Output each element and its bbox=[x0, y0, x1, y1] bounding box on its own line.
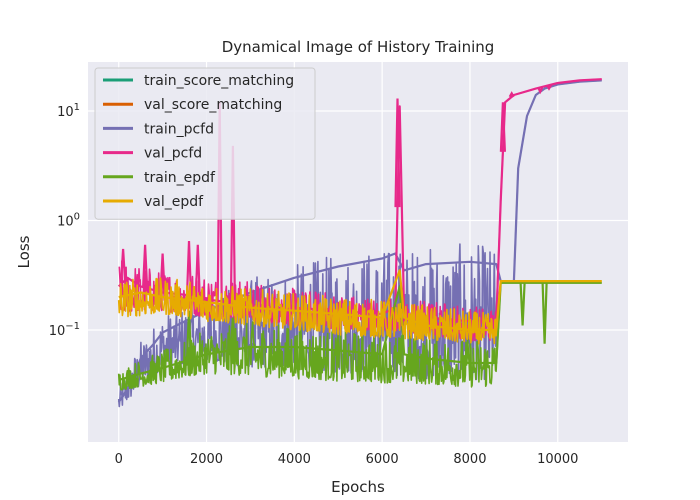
series-layer bbox=[117, 78, 602, 408]
legend: train_score_matching val_score_matchingtr… bbox=[94, 67, 316, 220]
series-trend-train_pcfd bbox=[117, 79, 602, 403]
series-spike-val_pcfd bbox=[499, 102, 506, 152]
x-tick-label: 4000 bbox=[278, 452, 311, 467]
x-tick-label: 10000 bbox=[537, 452, 578, 467]
y-tick-label: 10−1 bbox=[49, 321, 80, 339]
x-tick-label: 8000 bbox=[453, 452, 486, 467]
series-spike-val_pcfd bbox=[537, 87, 544, 95]
x-tick-label: 2000 bbox=[190, 452, 223, 467]
legend-label-val_epdf: val_epdf bbox=[144, 194, 204, 210]
series-spike-val_pcfd bbox=[194, 244, 201, 298]
series-spike-val_pcfd bbox=[185, 240, 193, 296]
x-tick-label: 0 bbox=[115, 452, 123, 467]
y-tick-label: 100 bbox=[57, 212, 80, 230]
series-line-train_epdf bbox=[117, 282, 602, 391]
legend-label-train_score_matching: train_score_matching bbox=[144, 73, 294, 89]
y-axis: 10−1 100 101 bbox=[49, 102, 80, 339]
series-spike-train_epdf bbox=[229, 317, 236, 350]
series-spike-val_pcfd bbox=[394, 98, 401, 208]
series-spike-val_pcfd bbox=[142, 244, 149, 288]
series-line-val_epdf bbox=[117, 277, 602, 345]
legend-label-train_pcfd: train_pcfd bbox=[144, 121, 214, 137]
legend-label-train_epdf: train_epdf bbox=[144, 170, 216, 186]
series-spike-train_epdf bbox=[519, 282, 526, 326]
legend-label-val_pcfd: val_pcfd bbox=[144, 146, 202, 162]
x-axis-label: Epochs bbox=[331, 478, 385, 496]
legend-label-val_score_matching: val_score_matching bbox=[144, 97, 282, 113]
y-axis-label: Loss bbox=[15, 235, 33, 268]
series-trend-val_epdf bbox=[118, 269, 602, 332]
chart-title: Dynamical Image of History Training bbox=[222, 38, 495, 56]
series-spike-train_epdf bbox=[541, 282, 548, 344]
series-spike-val_pcfd bbox=[508, 91, 515, 98]
y-tick-label: 101 bbox=[57, 102, 80, 120]
series-spike-val_pcfd bbox=[546, 84, 552, 91]
series-spike-val_pcfd bbox=[120, 248, 127, 283]
x-axis: 0 2000 4000 6000 8000 10000 bbox=[115, 452, 579, 467]
x-tick-label: 6000 bbox=[366, 452, 399, 467]
legend-box bbox=[94, 67, 316, 220]
series-val_epdf bbox=[117, 269, 602, 345]
